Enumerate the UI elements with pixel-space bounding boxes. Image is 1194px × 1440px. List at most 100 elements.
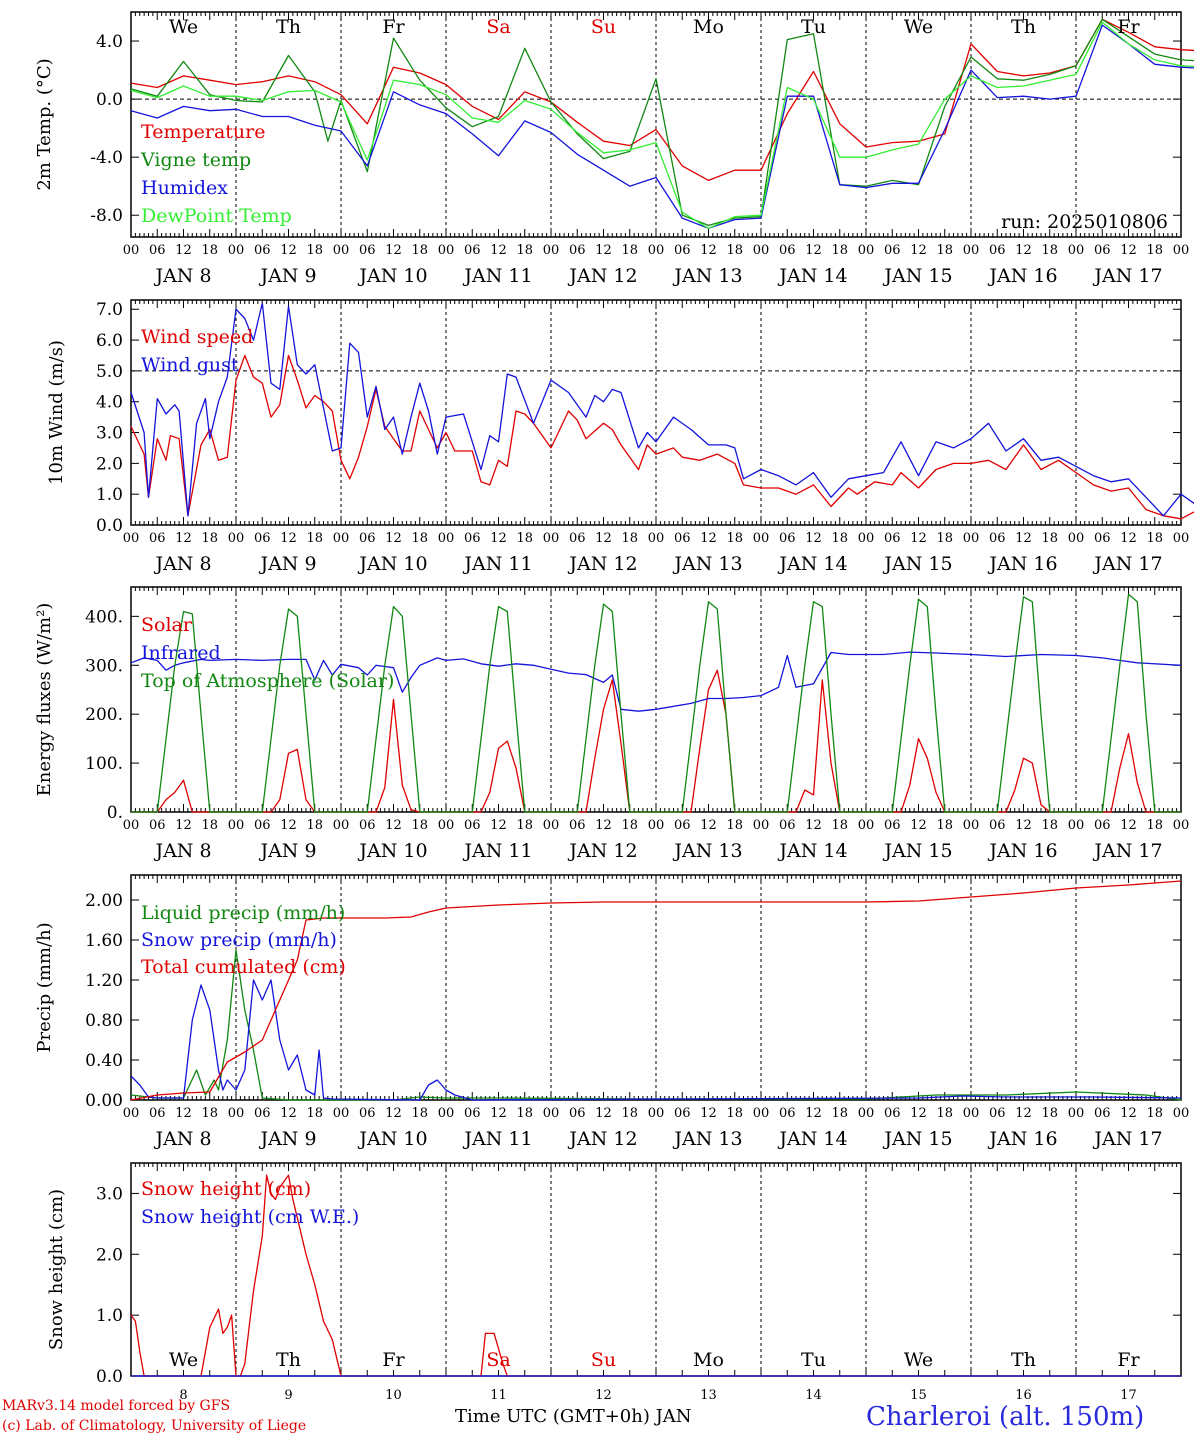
x-day-label: JAN 17 bbox=[1092, 265, 1162, 287]
x-hour-label: 18 bbox=[306, 531, 323, 546]
x-hour-label: 00 bbox=[543, 243, 560, 258]
x-day-label: JAN 8 bbox=[153, 1128, 211, 1150]
panel-frame bbox=[130, 586, 1182, 813]
x-hour-label: 06 bbox=[884, 1106, 901, 1121]
x-day-number: 10 bbox=[385, 1388, 402, 1403]
x-day-label: JAN 16 bbox=[987, 553, 1057, 575]
x-hour-label: 12 bbox=[700, 1106, 717, 1121]
x-hour-label: 00 bbox=[543, 1106, 560, 1121]
y-tick-label: 3.0 bbox=[96, 1184, 123, 1204]
x-day-label: JAN 14 bbox=[777, 553, 847, 575]
weekday-label: Th bbox=[1011, 16, 1036, 38]
x-hour-label: 12 bbox=[490, 531, 507, 546]
series-line-snow-precip-mm-h- bbox=[130, 979, 1182, 1101]
x-hour-label: 18 bbox=[621, 818, 638, 833]
x-hour-label: 06 bbox=[464, 243, 481, 258]
panel-4: 2.00 1.60 1.20 0.80 0.40 0.00 Precip (mm/h) Liq… bbox=[34, 874, 1189, 1150]
x-day-label: JAN 12 bbox=[567, 265, 637, 287]
panel-5: 3.0 2.0 1.0 0.0 Snow height (cm) Snow height … bbox=[46, 1162, 1182, 1403]
y-tick-label: 6.0 bbox=[96, 331, 123, 351]
x-hour-label: 18 bbox=[726, 818, 743, 833]
x-hour-label: 06 bbox=[464, 1106, 481, 1121]
x-hour-label: 12 bbox=[700, 531, 717, 546]
x-hour-label: 00 bbox=[1068, 818, 1085, 833]
legend-entry: Solar bbox=[141, 614, 193, 636]
series-line-wind-gust bbox=[130, 302, 1194, 517]
weekday-label: Fr bbox=[382, 16, 405, 38]
y-axis-label: Energy fluxes (W/m²) bbox=[34, 603, 55, 797]
x-hour-label: 00 bbox=[753, 818, 770, 833]
x-hour-label: 00 bbox=[1173, 243, 1190, 258]
x-day-label: JAN 14 bbox=[777, 1128, 847, 1150]
series-line-vigne-temp bbox=[130, 18, 1194, 227]
x-hour-label: 18 bbox=[726, 243, 743, 258]
y-tick-label: -4.0 bbox=[90, 148, 123, 168]
weekday-label: We bbox=[169, 1349, 198, 1371]
x-hour-label: 12 bbox=[595, 243, 612, 258]
x-day-label: JAN 10 bbox=[357, 840, 427, 862]
x-hour-label: 12 bbox=[1015, 818, 1032, 833]
x-day-label: JAN 12 bbox=[567, 840, 637, 862]
panel-frame bbox=[130, 299, 1182, 526]
x-hour-label: 12 bbox=[385, 531, 402, 546]
x-hour-label: 00 bbox=[648, 1106, 665, 1121]
x-hour-label: 18 bbox=[936, 531, 953, 546]
x-hour-label: 12 bbox=[805, 818, 822, 833]
x-axis-title: Time UTC (GMT+0h) JAN bbox=[455, 1406, 692, 1427]
x-hour-label: 00 bbox=[438, 818, 455, 833]
x-hour-label: 18 bbox=[1146, 818, 1163, 833]
x-hour-label: 12 bbox=[700, 243, 717, 258]
x-hour-label: 12 bbox=[805, 531, 822, 546]
x-day-label: JAN 11 bbox=[462, 553, 532, 575]
y-tick-label: 1.0 bbox=[96, 485, 123, 505]
x-hour-label: 18 bbox=[936, 1106, 953, 1121]
legend-entry: Humidex bbox=[141, 177, 228, 199]
weekday-label: Tu bbox=[801, 1349, 826, 1371]
x-hour-label: 12 bbox=[490, 818, 507, 833]
x-hour-label: 12 bbox=[805, 243, 822, 258]
x-hour-label: 06 bbox=[254, 818, 271, 833]
x-hour-label: 12 bbox=[595, 1106, 612, 1121]
x-hour-label: 06 bbox=[674, 243, 691, 258]
x-hour-label: 00 bbox=[1068, 1106, 1085, 1121]
x-hour-label: 12 bbox=[490, 243, 507, 258]
y-tick-label: 4.0 bbox=[96, 32, 123, 52]
x-hour-label: 00 bbox=[963, 243, 980, 258]
x-day-label: JAN 17 bbox=[1092, 1128, 1162, 1150]
y-tick-label: 7.0 bbox=[96, 300, 123, 320]
x-day-label: JAN 13 bbox=[672, 553, 742, 575]
x-hour-label: 00 bbox=[543, 531, 560, 546]
y-tick-label: 0.80 bbox=[85, 1011, 123, 1031]
x-hour-label: 12 bbox=[910, 1106, 927, 1121]
x-hour-label: 00 bbox=[333, 818, 350, 833]
x-hour-label: 18 bbox=[411, 1106, 428, 1121]
x-hour-label: 06 bbox=[884, 531, 901, 546]
weekday-label: Fr bbox=[1117, 1349, 1140, 1371]
x-hour-label: 00 bbox=[438, 1106, 455, 1121]
x-day-label: JAN 11 bbox=[462, 1128, 532, 1150]
legend-entry: Infrared bbox=[141, 642, 221, 664]
series-line-liquid-precip-mm-h- bbox=[130, 949, 1182, 1101]
x-hour-label: 06 bbox=[779, 1106, 796, 1121]
x-hour-label: 06 bbox=[989, 531, 1006, 546]
x-day-number: 12 bbox=[595, 1388, 612, 1403]
series-line-wind-speed bbox=[130, 354, 1194, 520]
x-hour-label: 18 bbox=[516, 818, 533, 833]
weekday-label: Mo bbox=[693, 1349, 724, 1371]
x-hour-label: 18 bbox=[831, 243, 848, 258]
x-hour-label: 06 bbox=[149, 1106, 166, 1121]
x-hour-label: 18 bbox=[936, 818, 953, 833]
x-hour-label: 06 bbox=[359, 243, 376, 258]
x-hour-label: 06 bbox=[254, 1106, 271, 1121]
x-day-label: JAN 10 bbox=[357, 553, 427, 575]
x-hour-label: 18 bbox=[831, 1106, 848, 1121]
x-hour-label: 12 bbox=[385, 243, 402, 258]
x-day-number: 14 bbox=[805, 1388, 822, 1403]
x-day-label: JAN 9 bbox=[258, 840, 316, 862]
x-hour-label: 00 bbox=[543, 818, 560, 833]
x-hour-label: 12 bbox=[910, 531, 927, 546]
y-tick-label: 300. bbox=[85, 656, 123, 676]
x-hour-label: 18 bbox=[831, 818, 848, 833]
weekday-label: Th bbox=[276, 1349, 301, 1371]
weekday-label: We bbox=[169, 16, 198, 38]
